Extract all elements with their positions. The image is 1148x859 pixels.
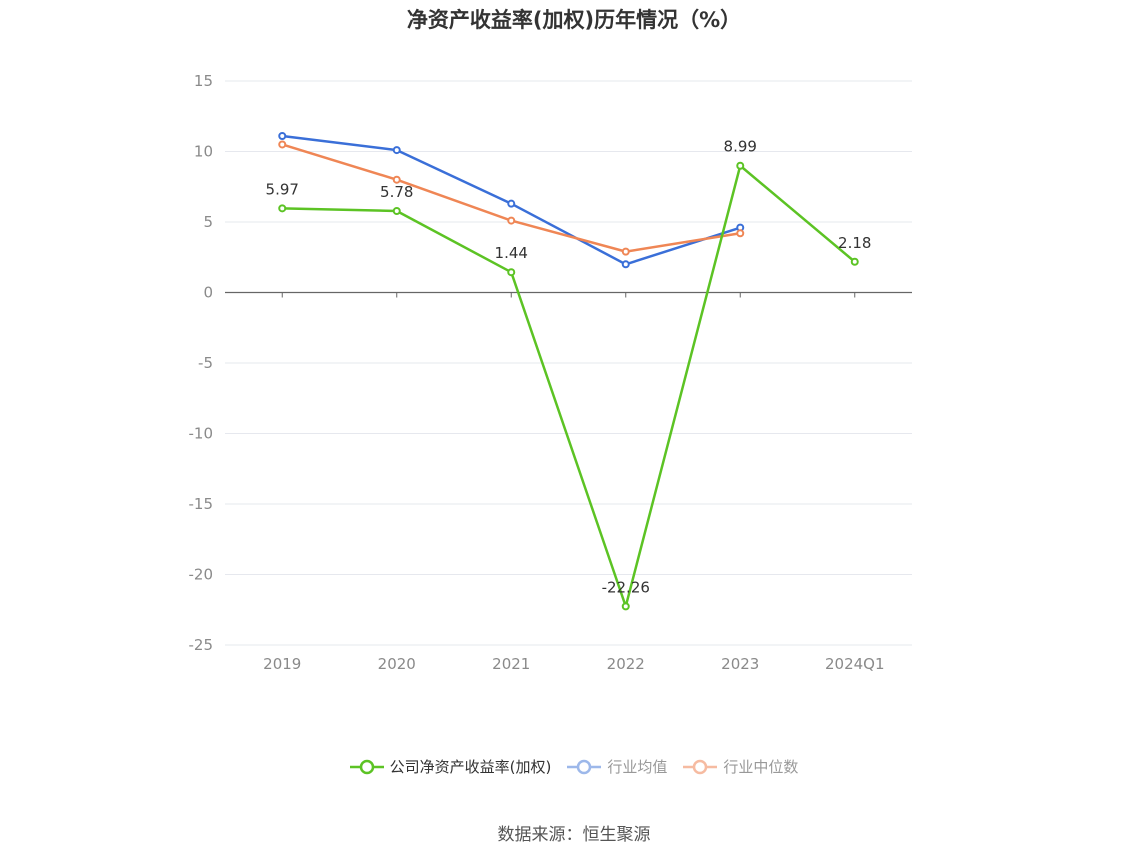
legend-label: 行业均值: [607, 758, 668, 776]
data-point: [507, 199, 516, 208]
data-label: -22.26: [602, 578, 650, 596]
legend-label: 行业中位数: [723, 758, 799, 776]
y-tick-label: -25: [189, 636, 214, 654]
series-lines: [278, 131, 859, 611]
data-point: [621, 260, 630, 269]
data-point: [392, 146, 401, 155]
grid-lines: [225, 80, 912, 646]
legend-swatch-icon: [683, 759, 718, 774]
data-source: 数据来源：恒生聚源: [497, 825, 651, 845]
x-tick-label: 2023: [721, 655, 759, 673]
data-label: 2.18: [838, 234, 871, 252]
data-point: [278, 131, 287, 140]
data-point: [392, 175, 401, 184]
series-line: [281, 143, 741, 253]
y-axis: 15 10 5 0 -5 -10 -15 -20 -25: [189, 72, 214, 654]
y-tick-label: 15: [194, 72, 213, 90]
x-tick-label: 2024Q1: [825, 655, 885, 673]
series-line: [282, 164, 856, 608]
data-labels: 5.97 5.78 1.44 -22.26 8.99 2.18: [266, 138, 872, 597]
legend-swatch-icon: [349, 759, 384, 774]
legend-item[interactable]: 行业中位数: [683, 756, 798, 777]
data-point: [736, 229, 745, 238]
data-point: [278, 140, 287, 149]
chart-title: 净资产收益率(加权)历年情况（%）: [406, 8, 742, 32]
y-tick-label: 0: [203, 284, 213, 302]
y-tick-label: 5: [203, 213, 213, 231]
x-axis: 2019 2020 2021 2022 2023 2024Q1: [225, 291, 912, 673]
legend-item[interactable]: 行业均值: [567, 756, 667, 777]
legend-item[interactable]: 公司净资产收益率(加权): [349, 756, 552, 777]
x-tick-label: 2022: [607, 655, 645, 673]
y-tick-label: -5: [198, 354, 213, 372]
data-point: [621, 602, 630, 611]
line-chart: 15 10 5 0 -5 -10 -15 -20 -25 2019 2020 2021 2022 202…: [189, 72, 912, 673]
data-label: 5.78: [380, 183, 413, 201]
legend-swatch-icon: [567, 759, 602, 774]
data-point: [850, 257, 859, 266]
data-point: [392, 207, 401, 216]
y-tick-label: -20: [189, 566, 214, 584]
data-point: [507, 268, 516, 277]
x-tick-label: 2019: [263, 655, 301, 673]
x-tick-label: 2020: [378, 655, 416, 673]
data-label: 5.97: [266, 180, 299, 198]
legend: 公司净资产收益率(加权) 行业均值 行业中位数: [0, 756, 1148, 777]
x-tick-label: 2021: [492, 655, 530, 673]
y-tick-label: 10: [194, 143, 213, 161]
data-label: 1.44: [495, 244, 528, 262]
data-point: [621, 247, 630, 256]
y-tick-label: -10: [189, 425, 214, 443]
y-tick-label: -15: [189, 495, 214, 513]
legend-label: 公司净资产收益率(加权): [389, 758, 552, 776]
data-point: [278, 204, 287, 213]
data-label: 8.99: [724, 138, 757, 156]
data-point: [736, 161, 745, 170]
data-point: [507, 216, 516, 225]
